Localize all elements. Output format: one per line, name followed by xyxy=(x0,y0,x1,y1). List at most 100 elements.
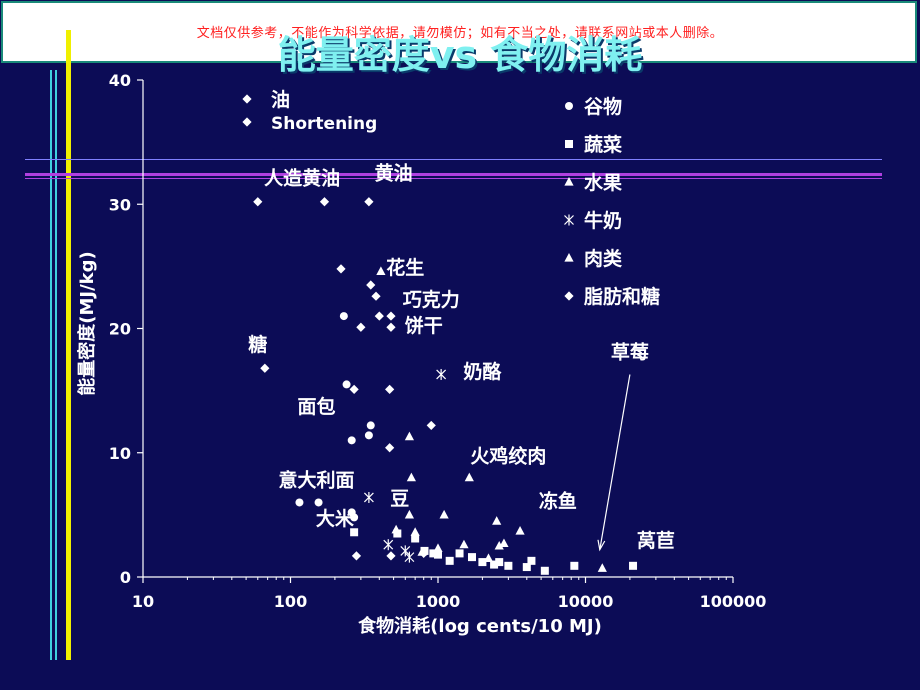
data-point-triangle xyxy=(483,553,494,562)
data-point-star xyxy=(436,368,447,380)
data-point-diamond xyxy=(364,197,374,207)
data-point-triangle xyxy=(376,266,386,275)
legend-label: 蔬菜 xyxy=(584,133,622,156)
annotation-label: 人造黄油 xyxy=(264,166,340,189)
data-point-square xyxy=(540,566,549,575)
data-point-triangle xyxy=(433,543,443,553)
data-point-diamond xyxy=(260,363,270,373)
legend-marker-diamond xyxy=(564,291,574,301)
data-point-triangle xyxy=(391,524,401,534)
data-point-triangle xyxy=(494,540,504,550)
annotation-label: 大米 xyxy=(316,507,355,530)
legend-marker-triangle xyxy=(564,253,574,262)
data-point-triangle xyxy=(439,509,449,519)
data-point-star xyxy=(404,551,415,563)
data-point-circle xyxy=(342,380,351,389)
legend-marker-diamond xyxy=(242,94,252,104)
data-point-circle xyxy=(347,436,356,445)
legend-label: 油 xyxy=(271,89,290,111)
annotation-arrow xyxy=(599,374,631,550)
arrow-head xyxy=(597,539,606,552)
top-banner xyxy=(1,1,917,63)
data-point-star xyxy=(383,539,394,551)
annotation-label: 豆 xyxy=(390,488,409,510)
y-axis-label: 能量密度(MJ/kg) xyxy=(76,251,98,396)
annotation-label: 草莓 xyxy=(611,340,649,363)
data-point-circle xyxy=(295,498,304,507)
data-point-diamond xyxy=(319,197,330,207)
legend-label: 牛奶 xyxy=(584,209,622,232)
legend-label: Shortening xyxy=(271,114,377,134)
legend-marker-circle xyxy=(565,102,573,110)
data-point-square xyxy=(527,556,536,565)
data-point-triangle xyxy=(404,431,415,441)
annotation-label: 花生 xyxy=(386,256,424,279)
data-point-triangle xyxy=(406,472,416,482)
data-point-triangle xyxy=(459,539,469,549)
data-point-square xyxy=(629,561,638,570)
data-point-triangle xyxy=(499,538,509,548)
data-point-square xyxy=(478,558,487,567)
data-point-diamond xyxy=(366,280,376,290)
data-point-square xyxy=(495,558,504,567)
legend-label: 水果 xyxy=(584,172,622,194)
top-rule-thin xyxy=(25,159,882,160)
y-tick-label: 40 xyxy=(109,71,131,90)
annotation-label: 糖 xyxy=(248,333,267,356)
data-point-triangle xyxy=(597,563,607,572)
data-point-diamond xyxy=(386,322,396,332)
y-tick-label: 30 xyxy=(109,195,131,214)
data-point-square xyxy=(504,561,513,570)
annotation-label: 面包 xyxy=(297,395,335,418)
data-point-diamond xyxy=(385,443,395,453)
data-point-square xyxy=(350,528,359,537)
left-bar-cyan-2 xyxy=(55,70,57,660)
data-point-circle xyxy=(364,431,373,440)
data-point-diamond xyxy=(385,384,395,394)
data-point-diamond xyxy=(336,264,346,274)
legend-marker-square xyxy=(565,140,573,148)
data-point-diamond xyxy=(386,311,396,321)
data-point-diamond xyxy=(374,311,384,321)
data-point-square xyxy=(411,534,420,543)
data-point-diamond xyxy=(349,384,359,394)
x-tick-label: 10 xyxy=(132,592,154,611)
annotation-label: 火鸡绞肉 xyxy=(470,445,546,468)
data-point-diamond xyxy=(356,322,366,332)
data-point-square xyxy=(522,563,531,572)
x-tick-label: 100000 xyxy=(700,592,767,611)
legend-marker-star xyxy=(564,214,574,226)
y-tick-label: 0 xyxy=(120,568,131,587)
data-point-square xyxy=(455,549,464,558)
legend-label: 脂肪和糖 xyxy=(584,285,660,308)
data-point-square xyxy=(570,561,579,570)
x-axis-label: 食物消耗(log cents/10 MJ) xyxy=(357,615,602,637)
annotation-label: 冻鱼 xyxy=(539,489,577,512)
data-point-circle xyxy=(339,312,348,321)
data-point-square xyxy=(445,556,454,565)
data-point-triangle xyxy=(404,509,415,519)
data-point-diamond xyxy=(386,551,396,561)
annotation-label: 意大利面 xyxy=(278,468,354,491)
data-point-diamond xyxy=(351,551,362,561)
data-point-diamond xyxy=(426,420,436,431)
legend-marker-diamond xyxy=(242,117,252,127)
data-point-square xyxy=(490,560,499,569)
y-tick-label: 20 xyxy=(109,320,131,339)
data-point-triangle xyxy=(492,516,502,525)
top-rule-purple xyxy=(25,173,882,176)
data-point-triangle xyxy=(515,526,525,535)
data-point-diamond xyxy=(419,548,429,558)
data-point-square xyxy=(467,553,476,562)
data-point-square xyxy=(429,549,438,558)
data-point-triangle xyxy=(410,527,420,536)
legend-label: 肉类 xyxy=(584,247,622,270)
data-point-square xyxy=(393,529,402,538)
left-bar-cyan-1 xyxy=(50,70,52,660)
top-rule-purple-2 xyxy=(25,178,882,179)
page-title: 能量密度vs 食物消耗 xyxy=(277,33,643,77)
legend-marker-triangle xyxy=(564,177,574,186)
data-point-square xyxy=(434,550,442,559)
data-point-circle xyxy=(366,421,375,430)
x-tick-label: 100 xyxy=(274,592,307,611)
